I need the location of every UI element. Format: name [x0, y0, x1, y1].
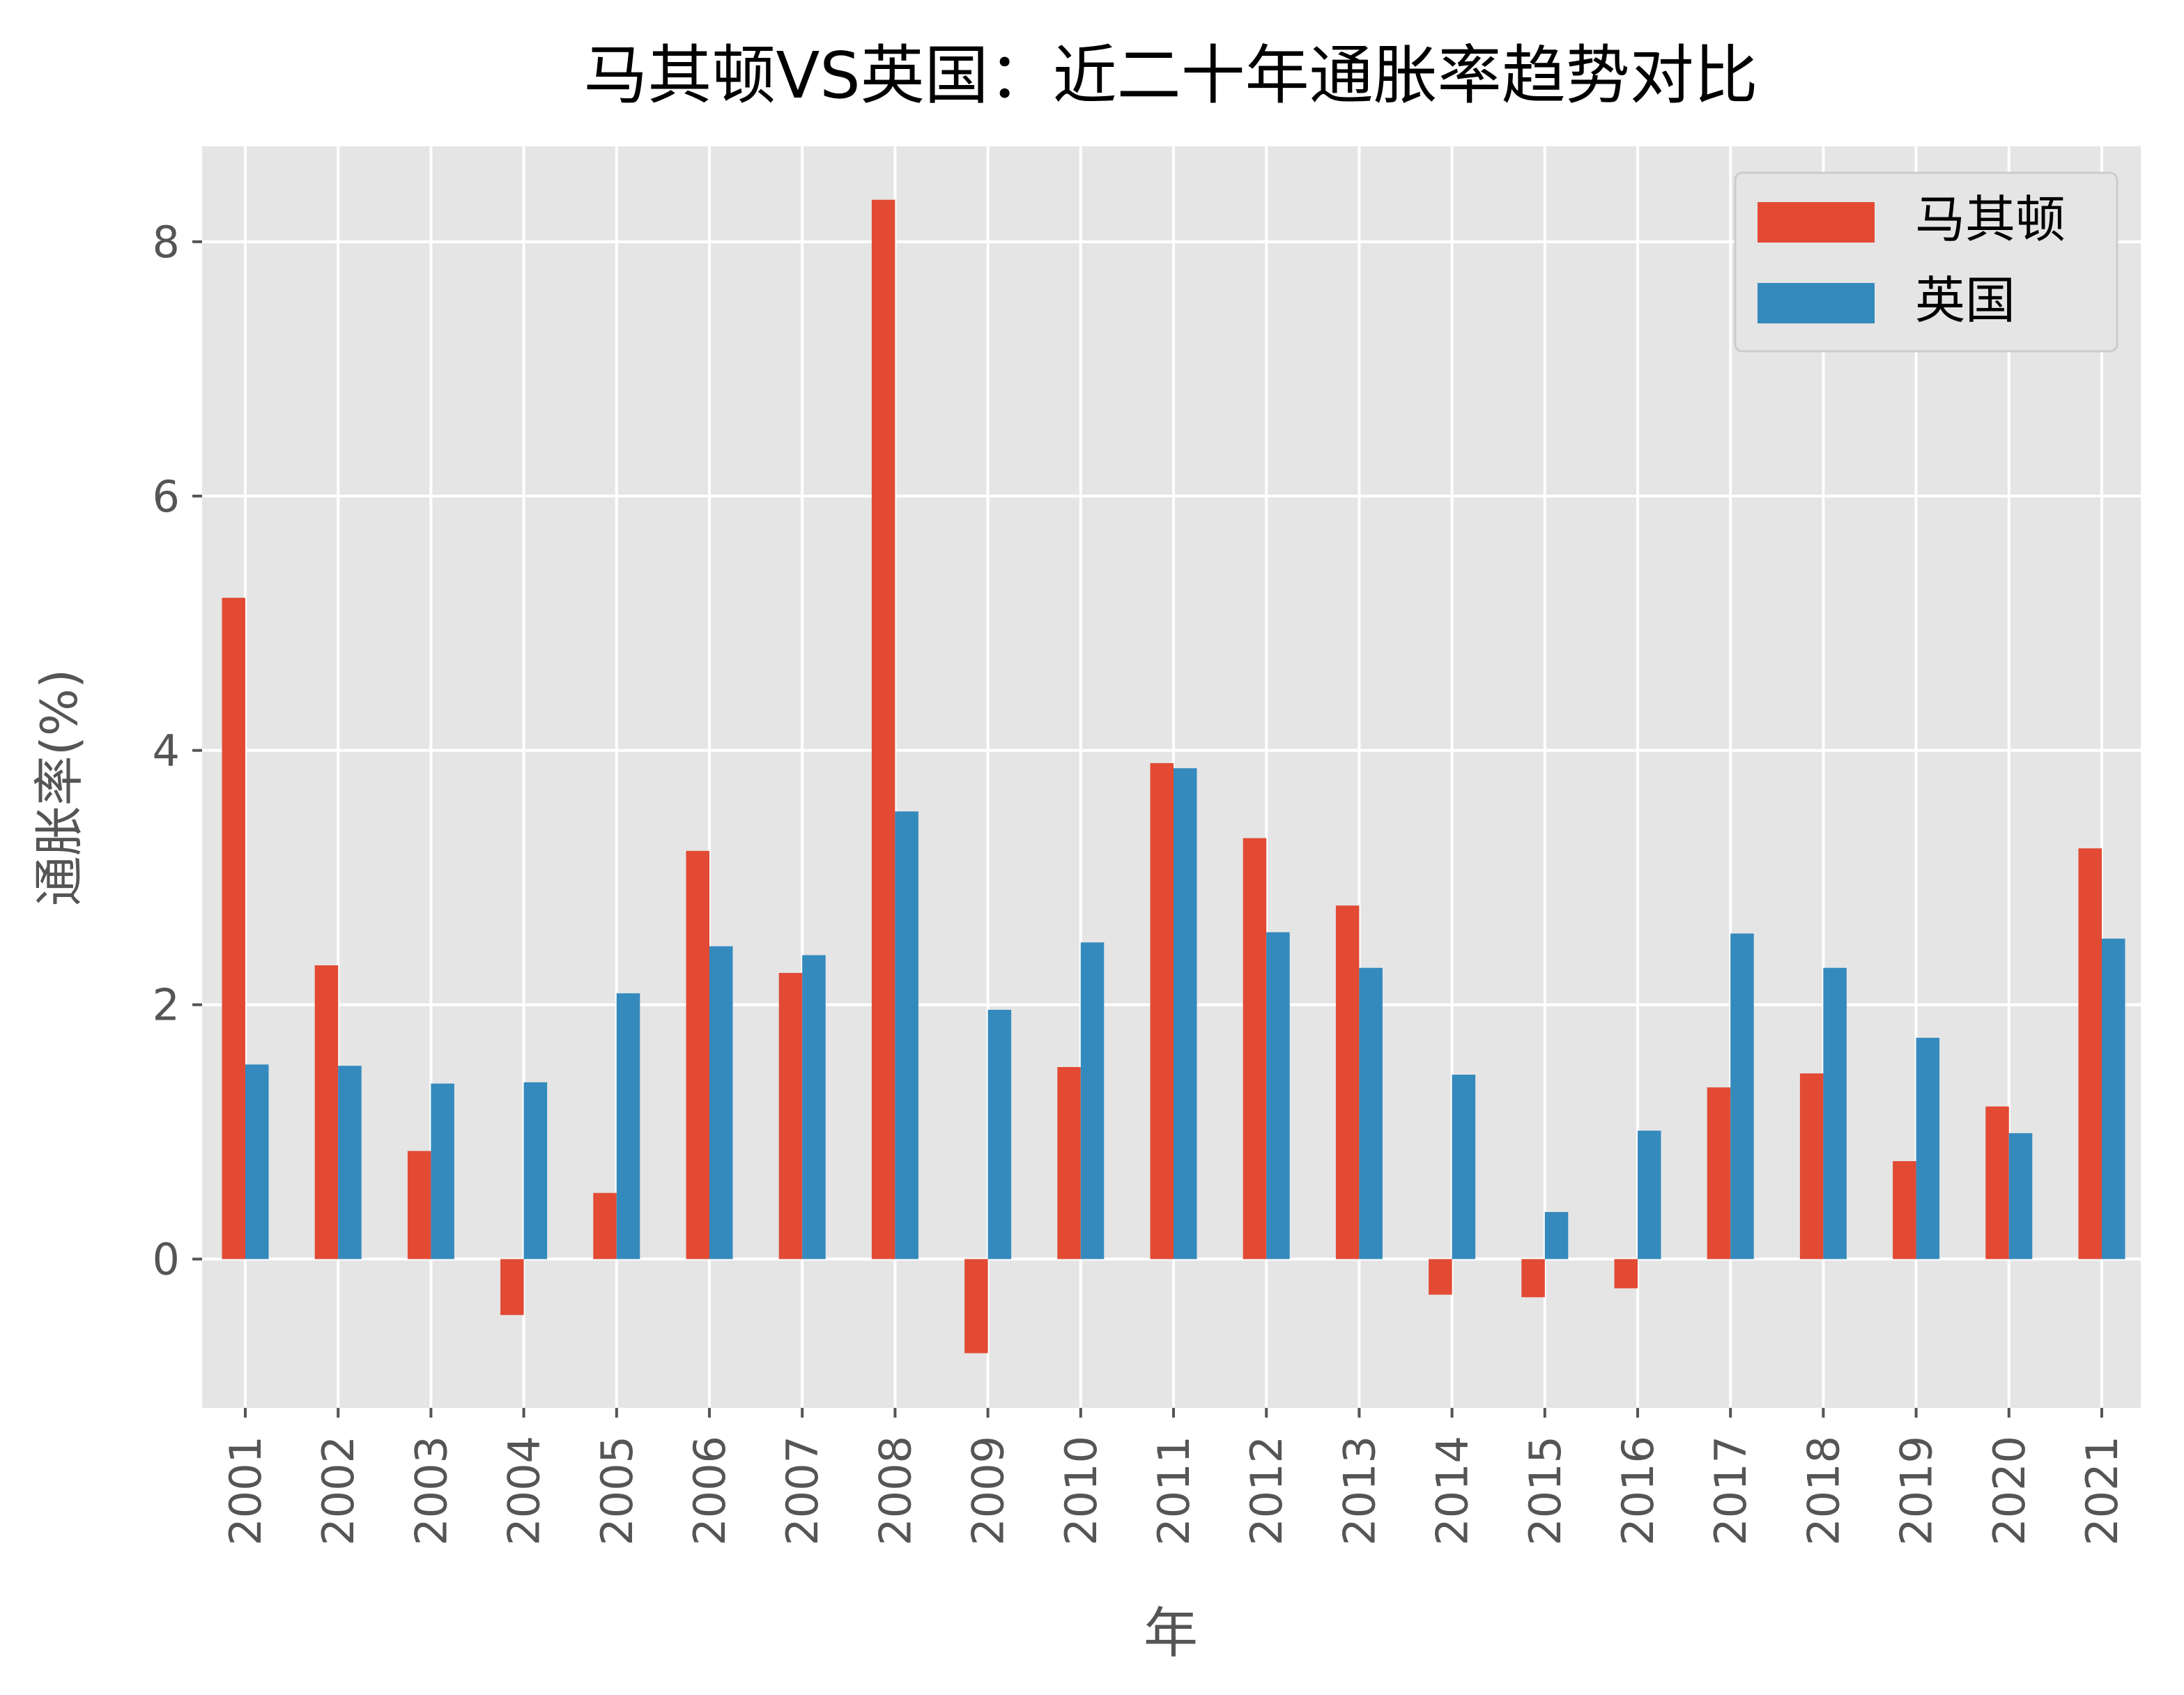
bar-series-1: [1335, 905, 1360, 1259]
x-tick-label: 2002: [313, 1436, 364, 1546]
x-tick-label: 2005: [592, 1436, 643, 1546]
bar-series-1: [1614, 1259, 1638, 1289]
bar-series-2: [1359, 967, 1383, 1259]
bar-series-1: [778, 972, 803, 1259]
x-tick-label: 2020: [1984, 1436, 2035, 1546]
x-tick-label: 2008: [870, 1436, 921, 1546]
bar-series-1: [1150, 762, 1174, 1259]
bar-series-2: [1544, 1212, 1569, 1259]
chart-title: 马其顿VS英国：近二十年通胀率趋势对比: [583, 38, 1758, 113]
bar-series-2: [895, 811, 918, 1259]
y-tick-label: 2: [153, 980, 180, 1031]
x-tick-label: 2017: [1705, 1436, 1756, 1546]
bar-series-1: [686, 850, 709, 1259]
bar-series-2: [1730, 933, 1754, 1259]
x-tick-label: 2001: [220, 1436, 271, 1546]
bar-series-2: [338, 1066, 362, 1259]
x-tick-label: 2013: [1334, 1436, 1385, 1546]
bar-series-2: [431, 1083, 454, 1259]
x-tick-label: 2019: [1891, 1436, 1942, 1546]
x-tick-label: 2014: [1427, 1436, 1478, 1546]
x-tick-label: 2016: [1613, 1436, 1663, 1546]
legend-label: 马其顿: [1915, 190, 2066, 249]
y-tick-label: 4: [153, 726, 180, 776]
bar-series-2: [245, 1064, 269, 1259]
bar-series-1: [1893, 1161, 1916, 1259]
bar-series-1: [871, 199, 895, 1259]
legend-swatch: [1758, 202, 1875, 243]
bar-series-2: [1266, 932, 1290, 1259]
x-tick-label: 2010: [1056, 1436, 1107, 1546]
x-tick-label: 2004: [499, 1436, 550, 1546]
bar-series-2: [2102, 938, 2125, 1259]
x-tick-label: 2012: [1241, 1436, 1292, 1546]
bar-series-2: [1916, 1038, 1940, 1259]
x-tick-label: 2003: [406, 1436, 456, 1546]
bar-series-2: [616, 993, 640, 1259]
bar-series-1: [500, 1259, 524, 1315]
bar-series-2: [1452, 1074, 1476, 1259]
bar-series-1: [1429, 1259, 1452, 1295]
y-tick-label: 6: [153, 471, 180, 522]
x-tick-label: 2018: [1798, 1436, 1849, 1546]
bar-series-1: [593, 1192, 617, 1259]
bar-series-1: [314, 965, 339, 1259]
bar-series-1: [407, 1151, 431, 1259]
bar-series-2: [987, 1009, 1012, 1259]
plot-area: 0 2 4 6 8 2001 2002 2003 2004 2005 2006 2007 2008 200…: [153, 146, 2141, 1546]
bar-series-1: [1243, 838, 1267, 1259]
bar-series-1: [222, 597, 245, 1259]
bar-series-2: [1823, 967, 1847, 1259]
bar-series-2: [2008, 1133, 2033, 1259]
x-tick-label: 2021: [2077, 1436, 2128, 1546]
x-tick-label: 2007: [777, 1436, 828, 1546]
legend-swatch: [1758, 283, 1875, 323]
x-tick-label: 2011: [1148, 1436, 1199, 1546]
bar-series-1: [1521, 1259, 1545, 1298]
bar-series-2: [1638, 1130, 1661, 1259]
bar-series-1: [1799, 1073, 1824, 1259]
x-tick-label: 2009: [963, 1436, 1014, 1546]
bar-series-2: [802, 955, 826, 1259]
x-axis-label: 年: [1144, 1602, 1198, 1665]
bar-series-2: [709, 946, 733, 1259]
bar-series-1: [2078, 848, 2102, 1259]
bar-series-1: [964, 1259, 988, 1353]
bar-series-1: [1057, 1067, 1081, 1259]
bar-series-2: [1174, 768, 1197, 1259]
bar-series-2: [1080, 942, 1105, 1259]
bar-series-1: [1707, 1087, 1731, 1259]
bar-series-2: [523, 1082, 548, 1259]
y-axis-label: 通胀率(%): [30, 669, 89, 907]
x-tick-label: 2006: [684, 1436, 735, 1546]
y-tick-label: 8: [153, 217, 180, 268]
legend-label: 英国: [1915, 271, 2015, 330]
y-tick-label: 0: [153, 1234, 180, 1285]
x-tick-label: 2015: [1520, 1436, 1571, 1546]
bar-series-1: [1985, 1106, 2009, 1259]
